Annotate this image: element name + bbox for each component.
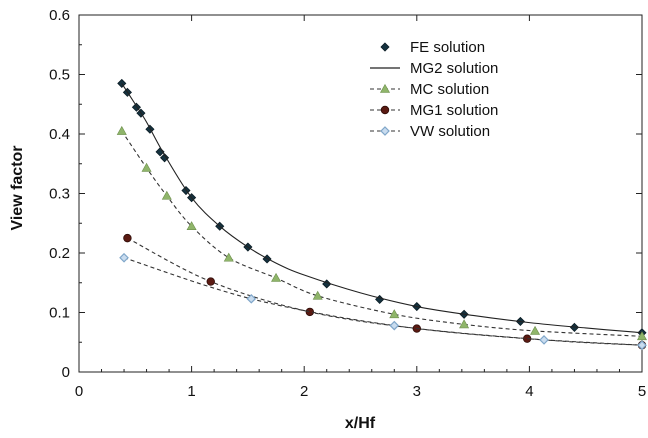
- data-point: [246, 293, 257, 304]
- legend-label: VW solution: [410, 123, 490, 140]
- y-tick-label: 0.2: [49, 245, 70, 262]
- legend-label: FE solution: [410, 39, 485, 56]
- legend-entry: MC solution: [370, 81, 489, 98]
- legend-marker: [379, 83, 391, 93]
- data-point: [389, 309, 400, 319]
- x-tick-label: 5: [638, 383, 646, 400]
- series-line: [121, 83, 643, 334]
- legend-label: MC solution: [410, 81, 489, 98]
- y-tick-label: 0.6: [49, 7, 70, 24]
- x-tick-label: 4: [525, 383, 533, 400]
- data-point: [539, 335, 549, 345]
- legend-entry: FE solution: [380, 39, 485, 56]
- legend-marker: [380, 126, 390, 136]
- legend-entry: VW solution: [370, 123, 490, 140]
- series-line: [127, 237, 643, 346]
- data-point: [123, 233, 132, 243]
- data-point: [206, 277, 215, 286]
- legend-marker: [380, 42, 390, 52]
- series-line: [121, 130, 643, 337]
- plot-frame: [78, 14, 643, 373]
- legend: FE solution MG2 solution MC solution MG1 so…: [370, 39, 498, 140]
- data-point: [186, 221, 197, 231]
- x-tick-label: 3: [413, 383, 421, 400]
- legend-entry: MG1 solution: [370, 102, 498, 119]
- y-tick-label: 0.5: [49, 67, 70, 84]
- series-fe-solution: [117, 78, 647, 338]
- legend-marker: [380, 105, 390, 115]
- axes: 0 0.1 0.2 0.3 0.4 0.5 0.6 0 1 2 3 4 5: [49, 7, 646, 400]
- series-vw-solution: [119, 252, 647, 351]
- data-point: [312, 290, 323, 300]
- legend-label: MG1 solution: [410, 102, 498, 119]
- data-point: [160, 153, 170, 163]
- y-tick-label: 0: [62, 364, 70, 381]
- series-mg2-solution: [121, 83, 643, 334]
- series-line: [123, 257, 643, 346]
- x-tick-label: 1: [187, 383, 195, 400]
- series-layer: [116, 78, 648, 351]
- y-tick-label: 0.4: [49, 126, 70, 143]
- data-point: [530, 325, 541, 335]
- data-point: [389, 320, 400, 331]
- data-point: [116, 125, 127, 135]
- legend-label: MG2 solution: [410, 60, 498, 77]
- data-point: [141, 162, 152, 172]
- data-point: [637, 340, 647, 351]
- series-mc-solution: [116, 125, 648, 341]
- legend-entry: MG2 solution: [370, 60, 498, 77]
- series-mg1-solution: [123, 233, 647, 350]
- data-point: [271, 272, 282, 282]
- data-point: [636, 331, 648, 341]
- data-point: [375, 294, 385, 304]
- y-axis-title: View factor: [9, 145, 26, 230]
- data-point: [459, 319, 470, 329]
- x-tick-label: 0: [75, 383, 83, 400]
- x-axis-title: x/Hf: [345, 415, 376, 432]
- data-point: [223, 252, 234, 262]
- x-tick-label: 2: [300, 383, 308, 400]
- data-point: [119, 252, 129, 263]
- y-tick-label: 0.3: [49, 186, 70, 203]
- plot-area: [78, 14, 643, 373]
- data-point: [161, 190, 172, 200]
- y-tick-label: 0.1: [49, 305, 70, 322]
